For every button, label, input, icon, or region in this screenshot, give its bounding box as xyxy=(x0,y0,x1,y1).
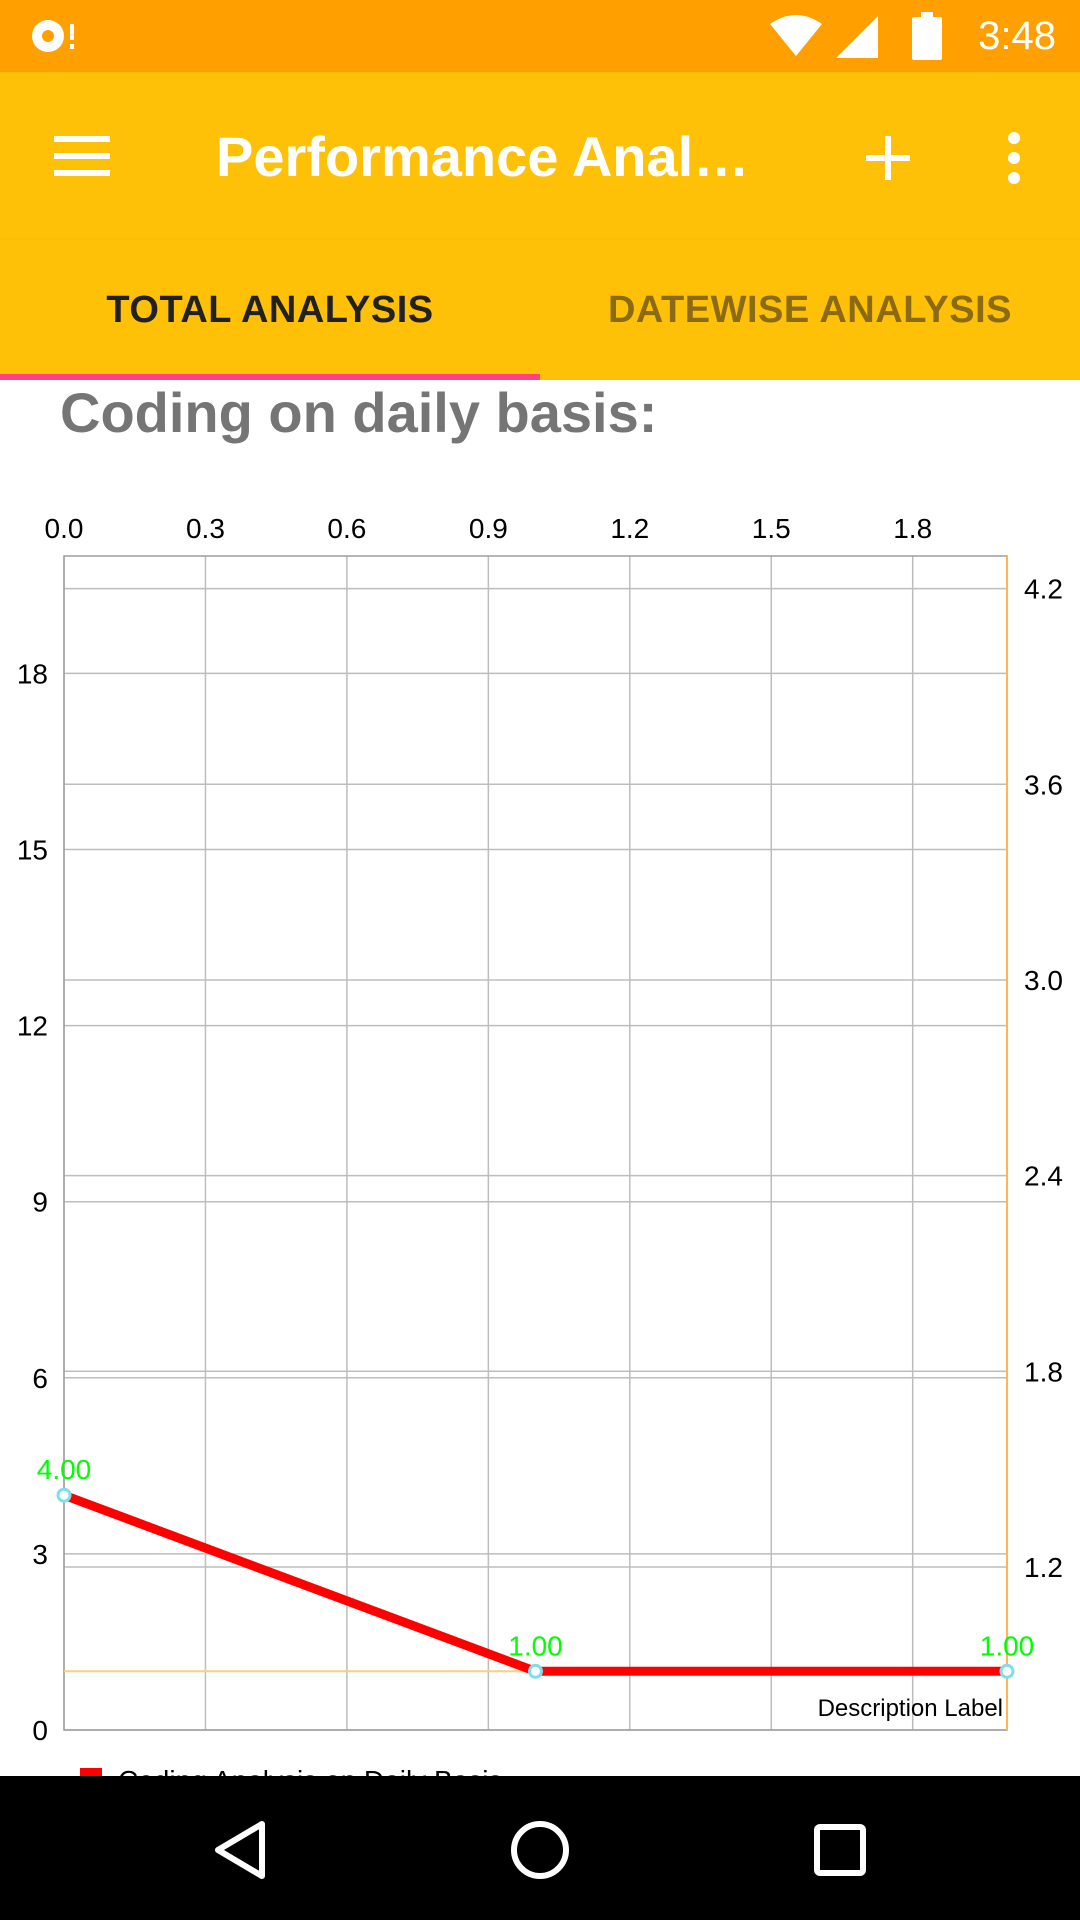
legend-swatch xyxy=(80,1768,102,1776)
more-vert-icon[interactable] xyxy=(1002,130,1026,186)
wifi-icon xyxy=(770,15,822,56)
y-left-tick-label: 12 xyxy=(17,1011,48,1042)
add-icon[interactable] xyxy=(864,134,912,182)
y-left-tick-label: 6 xyxy=(32,1363,48,1394)
y-right-tick-label: 1.2 xyxy=(1024,1552,1063,1583)
tab-indicator xyxy=(0,374,540,380)
signal-icon xyxy=(836,16,878,58)
back-icon[interactable] xyxy=(212,1820,272,1880)
data-point xyxy=(56,1487,72,1503)
section-title: Coding on daily basis: xyxy=(60,381,658,444)
y-right-tick-label: 1.8 xyxy=(1024,1356,1063,1387)
y-right-tick-label: 3.0 xyxy=(1024,965,1063,996)
chart-description: Description Label xyxy=(818,1695,1003,1722)
page-title: Performance Analy… xyxy=(216,125,776,188)
battery-icon xyxy=(912,12,942,60)
content-area[interactable]: Coding on daily basis: 0.0 0.3 0.6 0.9 1.2 1.… xyxy=(0,380,1080,1776)
y-right-tick-label: 3.6 xyxy=(1024,769,1063,800)
x-tick-label: 0.9 xyxy=(469,513,508,544)
notification-icon xyxy=(32,20,74,52)
legend-label: Coding Analysis on Daily Basis xyxy=(118,1765,502,1776)
navigation-bar xyxy=(0,1776,1080,1920)
x-tick-label: 1.5 xyxy=(752,513,791,544)
data-label: 4.00 xyxy=(37,1454,92,1485)
y-left-tick-label: 15 xyxy=(17,835,48,866)
y-left-tick-label: 9 xyxy=(32,1187,48,1218)
home-icon[interactable] xyxy=(508,1818,572,1882)
tab-total-analysis[interactable]: TOTAL ANALYSIS xyxy=(106,288,434,331)
status-time: 3:48 xyxy=(978,14,1056,58)
y-left-tick-label: 18 xyxy=(17,658,48,689)
line-chart[interactable]: 0.0 0.3 0.6 0.9 1.2 1.5 1.8 0 3 6 9 12 15 18 1.2 1.8 2.4… xyxy=(0,380,1080,1776)
menu-icon[interactable] xyxy=(54,134,114,178)
x-tick-label: 0.6 xyxy=(327,513,366,544)
data-point xyxy=(528,1663,543,1679)
y-right-tick-label: 2.4 xyxy=(1024,1161,1063,1192)
data-point xyxy=(999,1663,1015,1679)
y-left-tick-label: 3 xyxy=(32,1539,48,1570)
status-bar: 3:48 xyxy=(0,0,1080,72)
data-label: 1.00 xyxy=(508,1630,563,1661)
app-bar: Performance Analy… xyxy=(0,72,1080,240)
x-tick-label: 0.0 xyxy=(45,513,84,544)
x-tick-label: 1.2 xyxy=(610,513,649,544)
data-label: 1.00 xyxy=(980,1630,1035,1661)
x-tick-label: 0.3 xyxy=(186,513,225,544)
tab-datewise-analysis[interactable]: DATEWISE ANALYSIS xyxy=(607,288,1013,331)
y-right-tick-label: 4.2 xyxy=(1024,574,1063,605)
x-tick-label: 1.8 xyxy=(893,513,932,544)
tab-bar: TOTAL ANALYSIS DATEWISE ANALYSIS xyxy=(0,240,1080,380)
recents-icon[interactable] xyxy=(812,1822,868,1878)
y-left-tick-label: 0 xyxy=(32,1715,48,1746)
